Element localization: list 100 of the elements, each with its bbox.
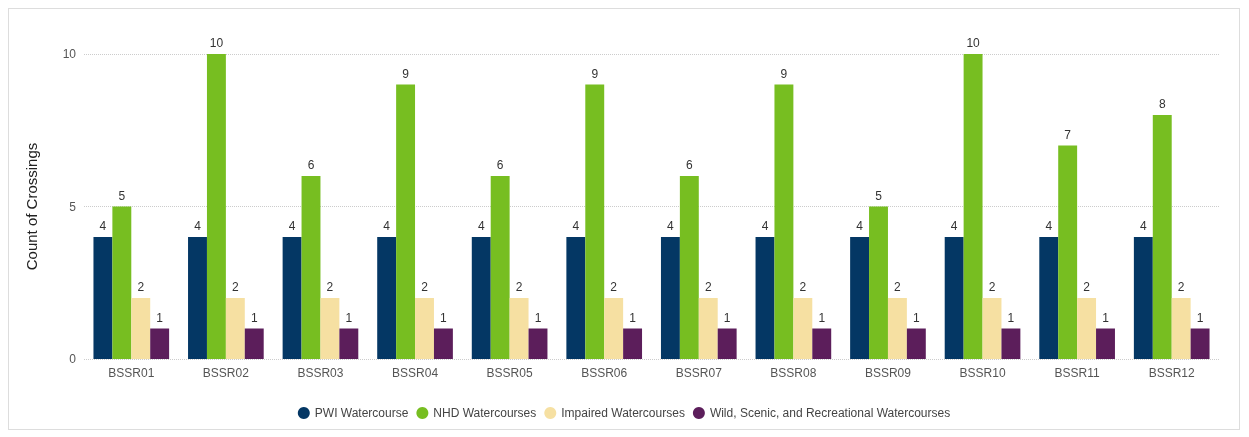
bar <box>150 328 170 359</box>
bar <box>963 54 983 359</box>
bar <box>528 328 548 359</box>
x-tick-label: BSSR02 <box>202 366 250 380</box>
data-label: 2 <box>1177 280 1185 294</box>
bar <box>1058 145 1078 359</box>
bar <box>906 328 926 359</box>
data-label: 4 <box>477 219 485 233</box>
bar <box>282 237 302 359</box>
bar <box>774 84 794 359</box>
bar <box>471 237 491 359</box>
legend-label: PWI Watercourse <box>314 406 409 420</box>
data-label: 1 <box>440 310 448 325</box>
data-label: 2 <box>799 280 807 294</box>
data-label: 1 <box>156 310 164 325</box>
data-label: 4 <box>1139 219 1147 233</box>
bar <box>131 298 151 359</box>
legend-label: NHD Watercourses <box>433 406 537 420</box>
data-label: 9 <box>780 66 788 81</box>
data-label: 2 <box>894 280 902 294</box>
data-label: 4 <box>572 219 580 233</box>
x-tick-label: BSSR09 <box>864 366 912 380</box>
bar <box>850 237 870 359</box>
y-tick-label: 0 <box>69 352 77 366</box>
data-label: 4 <box>856 219 864 233</box>
data-label: 1 <box>1196 310 1204 325</box>
y-axis-title: Count of Crossings <box>23 142 40 271</box>
bar <box>585 84 605 359</box>
data-label: 1 <box>912 310 920 325</box>
data-label: 7 <box>1064 127 1072 142</box>
bar <box>433 328 453 359</box>
data-label: 4 <box>667 219 675 233</box>
bar <box>566 237 586 359</box>
data-label: 2 <box>704 280 712 294</box>
bar <box>320 298 340 359</box>
bar <box>604 298 624 359</box>
bar <box>339 328 359 359</box>
data-label: 1 <box>723 310 731 325</box>
bar <box>660 237 680 359</box>
bar <box>679 176 699 359</box>
data-label: 1 <box>345 310 353 325</box>
data-label: 2 <box>515 280 523 294</box>
data-label: 5 <box>875 188 883 203</box>
data-label: 4 <box>288 219 296 233</box>
data-label: 10 <box>966 36 981 50</box>
data-label: 9 <box>402 66 410 81</box>
bar <box>244 328 264 359</box>
data-label: 8 <box>1158 97 1166 111</box>
y-tick-label: 10 <box>62 47 77 61</box>
bar <box>812 328 832 359</box>
data-label: 4 <box>1045 219 1053 233</box>
bar <box>623 328 643 359</box>
bar <box>188 237 207 359</box>
bar <box>717 328 737 359</box>
data-label: 2 <box>421 280 429 294</box>
x-tick-label: BSSR10 <box>959 366 1006 380</box>
bar <box>982 298 1002 359</box>
x-tick-label: BSSR07 <box>675 366 723 380</box>
x-tick-label: BSSR11 <box>1054 366 1101 380</box>
x-tick-label: BSSR08 <box>770 366 817 380</box>
bar <box>698 298 718 359</box>
bar <box>206 54 226 359</box>
data-label: 1 <box>1102 310 1110 325</box>
bar <box>1001 328 1021 359</box>
data-label: 1 <box>1007 310 1015 325</box>
data-label: 6 <box>307 158 315 172</box>
x-tick-label: BSSR01 <box>108 366 155 380</box>
bar <box>793 298 813 359</box>
bar <box>396 84 416 359</box>
data-label: 9 <box>591 66 599 81</box>
legend-label: Wild, Scenic, and Recreational Watercourses <box>709 406 951 420</box>
legend-label: Impaired Watercourses <box>561 406 685 420</box>
bar <box>1133 237 1153 359</box>
bar <box>944 237 964 359</box>
x-tick-label: BSSR12 <box>1148 366 1196 380</box>
bar <box>1190 328 1210 359</box>
x-tick-label: BSSR05 <box>486 366 533 380</box>
x-tick-label: BSSR03 <box>297 366 344 380</box>
data-label: 1 <box>534 310 542 325</box>
bar <box>301 176 321 359</box>
x-tick-label: BSSR04 <box>392 366 439 380</box>
data-label: 4 <box>950 219 958 233</box>
data-label: 6 <box>685 158 693 172</box>
data-label: 1 <box>250 310 258 325</box>
data-label: 2 <box>326 280 334 294</box>
bar <box>225 298 245 359</box>
bar <box>887 298 907 359</box>
data-label: 2 <box>610 280 618 294</box>
data-label: 2 <box>231 280 239 294</box>
bar <box>869 206 888 359</box>
bar <box>377 237 397 359</box>
data-label: 10 <box>209 36 224 50</box>
data-label: 6 <box>496 158 504 172</box>
data-label: 4 <box>194 219 202 233</box>
y-tick-label: 5 <box>69 199 77 214</box>
bar <box>1077 298 1097 359</box>
data-label: 1 <box>629 310 637 325</box>
data-label: 4 <box>383 219 391 233</box>
bar <box>1039 237 1059 359</box>
data-label: 4 <box>761 219 769 233</box>
